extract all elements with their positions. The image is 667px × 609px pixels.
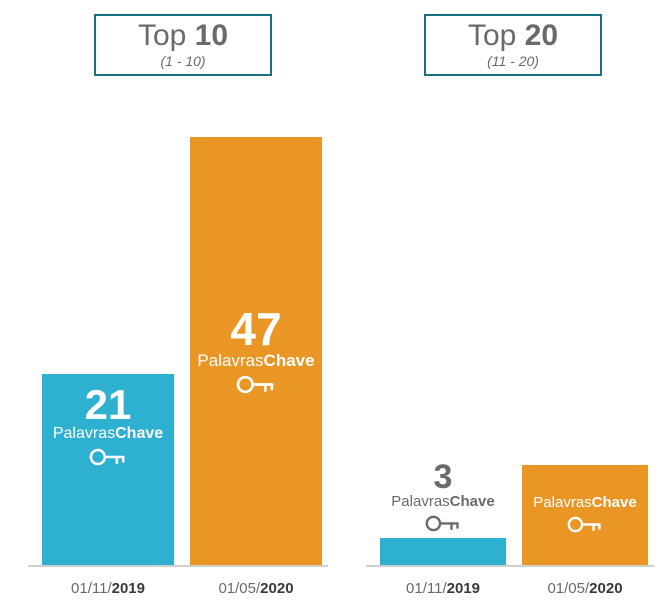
header-box-top10: Top 10 (1 - 10) [94, 14, 272, 76]
bar-b2: 47PalavrasChave [190, 137, 322, 565]
header-title-top10: Top 10 [138, 21, 228, 51]
key-icon [89, 446, 127, 468]
bar-value: 21 [85, 384, 132, 426]
date-label: 01/05/2020 [522, 580, 648, 597]
baseline-left [28, 565, 328, 567]
bar-label: PalavrasChave [53, 426, 163, 442]
bar-value: 11 [567, 427, 603, 461]
bar-value: 47 [230, 306, 281, 352]
chart-stage: Top 10 (1 - 10) Top 20 (11 - 20) 21Palav… [0, 0, 667, 609]
bar-b3: 3PalavrasChave [380, 538, 506, 565]
bar-label: PalavrasChave [197, 352, 314, 369]
bar-content: 47PalavrasChave [190, 306, 322, 396]
key-icon [236, 373, 276, 396]
bar-label: PalavrasChave [391, 494, 494, 509]
bar-b4: 11PalavrasChave [522, 465, 648, 565]
header-title-lead: Top [138, 19, 186, 52]
bar-value-above: 11 [522, 427, 648, 461]
header-box-top20: Top 20 (11 - 20) [424, 14, 602, 76]
key-icon [567, 514, 603, 535]
bar-content: 21PalavrasChave [42, 384, 174, 468]
key-icon [425, 513, 461, 534]
header-sub-top10: (1 - 10) [160, 53, 205, 69]
date-label: 01/11/2019 [380, 580, 506, 597]
bar-b1: 21PalavrasChave [42, 374, 174, 565]
bar-content: PalavrasChave [522, 495, 648, 535]
bar-content: 3PalavrasChave [380, 460, 506, 534]
bar-label: PalavrasChave [533, 495, 636, 510]
date-label: 01/11/2019 [42, 580, 174, 597]
header-sub-top20: (11 - 20) [487, 53, 539, 69]
header-title-bold: 10 [195, 19, 228, 52]
header-title-top20: Top 20 [468, 21, 558, 51]
bar-value: 3 [434, 460, 453, 494]
header-title-lead: Top [468, 19, 516, 52]
date-label: 01/05/2020 [190, 580, 322, 597]
header-title-bold: 20 [525, 19, 558, 52]
baseline-right [366, 565, 654, 567]
